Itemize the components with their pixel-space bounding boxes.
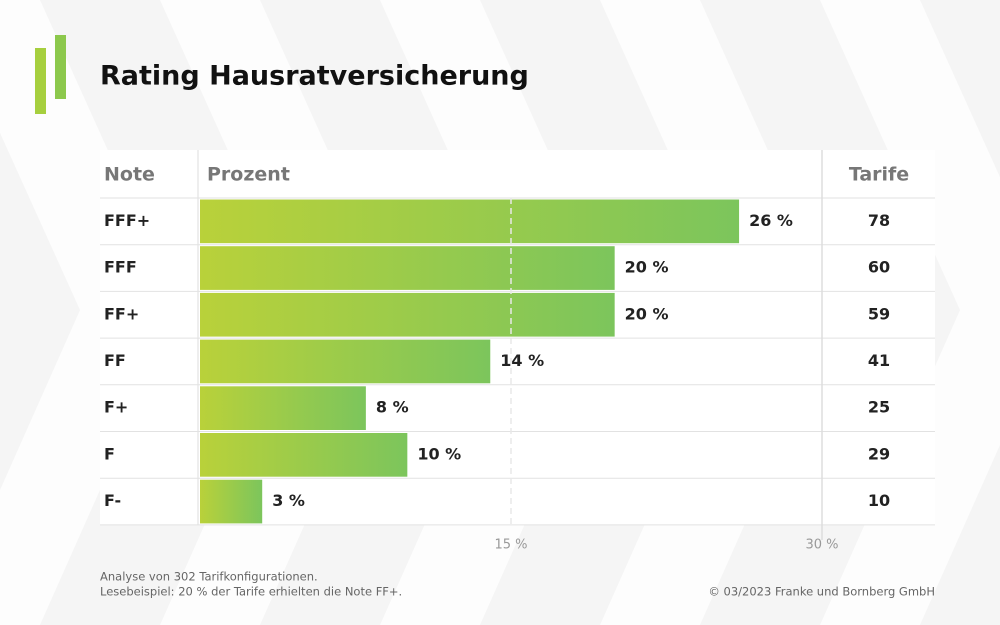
- value-label: 8 %: [376, 398, 409, 417]
- category-label: FF+: [104, 304, 139, 323]
- value-label: 20 %: [625, 258, 669, 277]
- category-label: F+: [104, 398, 128, 417]
- bar: [200, 479, 263, 524]
- x-tick-label: 15 %: [494, 538, 527, 553]
- x-tick-label: 30 %: [805, 538, 838, 553]
- chart-title: Rating Hausratversicherung: [100, 61, 529, 92]
- bar: [200, 292, 615, 337]
- category-label: F-: [104, 491, 121, 510]
- category-label: F: [104, 444, 115, 463]
- source: © 03/2023 Franke und Bornberg GmbH: [708, 585, 935, 599]
- column-header: Tarife: [849, 164, 909, 186]
- logo-bar: [35, 48, 46, 114]
- footnote: Lesebeispiel: 20 % der Tarife erhielten …: [100, 585, 402, 599]
- value-label: 10 %: [417, 444, 461, 463]
- category-label: FF: [104, 351, 126, 370]
- tarife-count: 41: [868, 351, 890, 370]
- tarife-count: 60: [868, 258, 890, 277]
- value-label: 3 %: [272, 491, 305, 510]
- column-header: Prozent: [207, 164, 290, 186]
- footnote: Analyse von 302 Tarifkonfigurationen.: [100, 570, 318, 584]
- value-label: 26 %: [749, 211, 793, 230]
- bar: [200, 386, 366, 430]
- tarife-count: 29: [868, 444, 890, 463]
- tarife-count: 25: [868, 398, 890, 417]
- bar: [200, 199, 740, 244]
- bar: [200, 339, 491, 384]
- category-label: FFF+: [104, 211, 150, 230]
- category-label: FFF: [104, 258, 137, 277]
- tarife-count: 59: [868, 304, 890, 323]
- value-label: 20 %: [625, 304, 669, 323]
- tarife-count: 78: [868, 211, 890, 230]
- tarife-count: 10: [868, 491, 890, 510]
- bar: [200, 246, 615, 290]
- column-header: Note: [104, 164, 155, 186]
- logo-bar: [55, 35, 66, 99]
- bar: [200, 433, 408, 477]
- value-label: 14 %: [500, 351, 544, 370]
